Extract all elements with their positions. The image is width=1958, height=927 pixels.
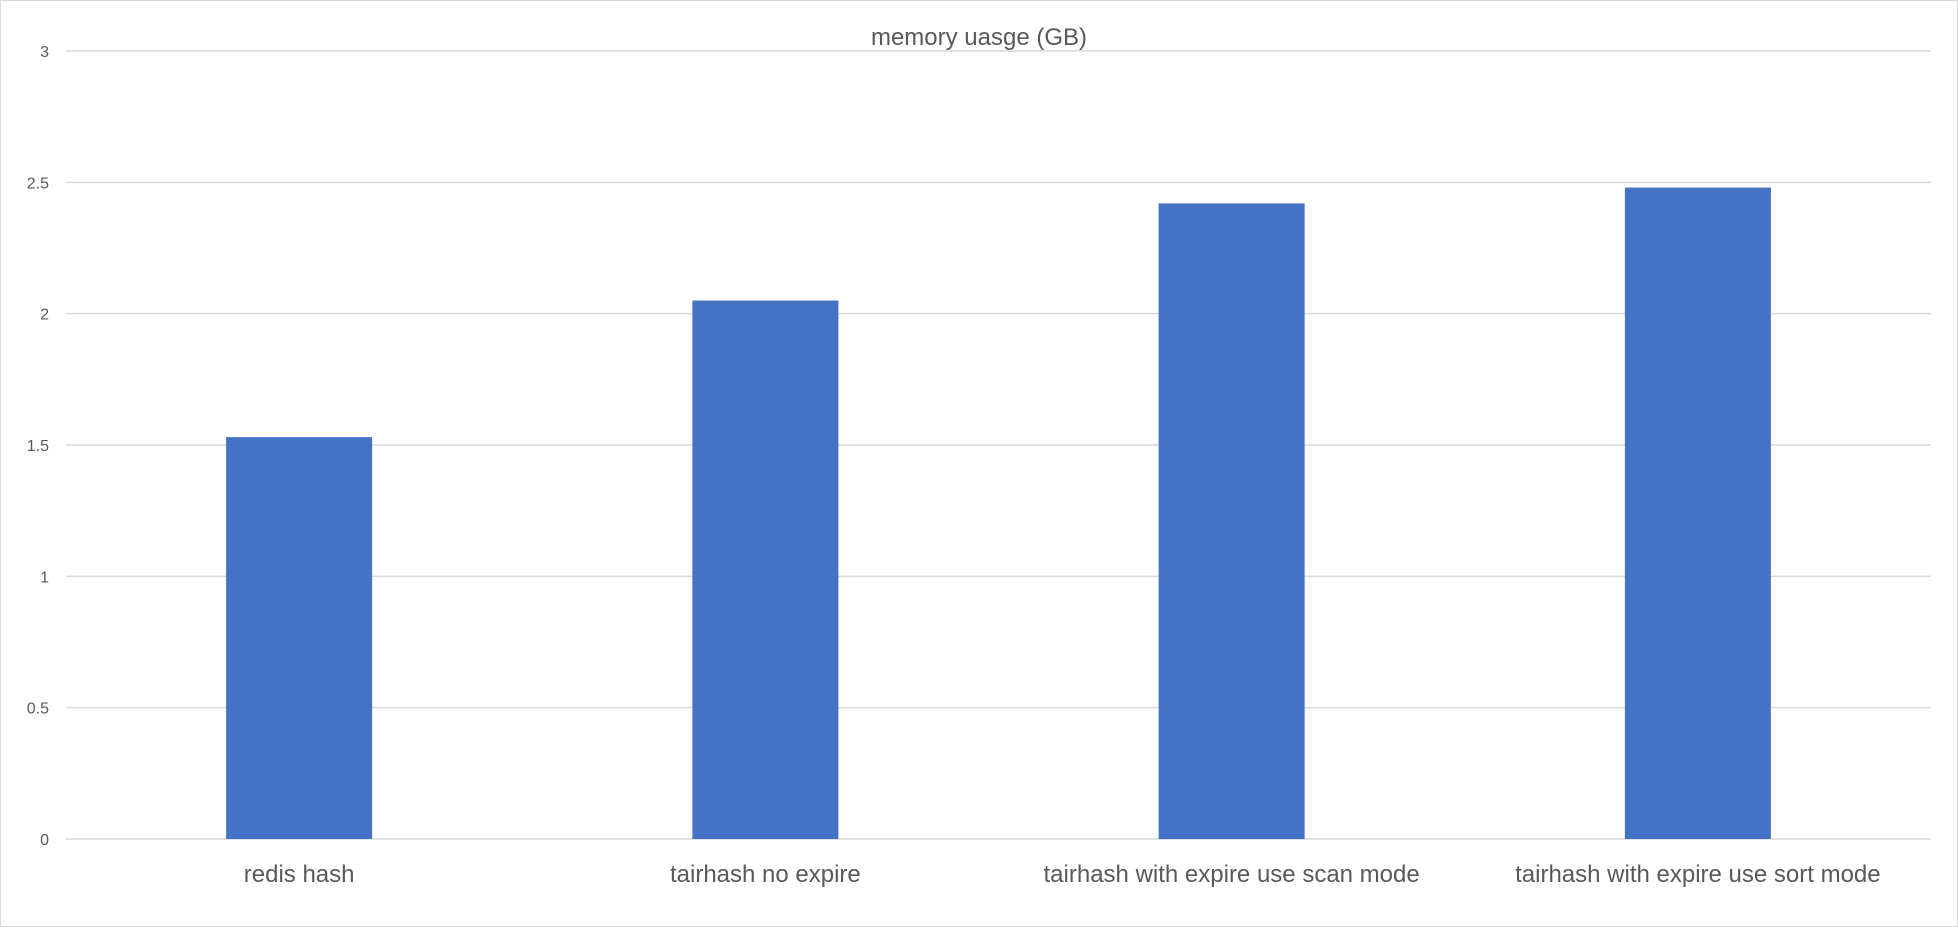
gridlines	[66, 50, 1931, 840]
y-tick-label: 1.5	[27, 438, 49, 455]
y-tick-label: 2.5	[27, 175, 49, 192]
chart-title: memory uasge (GB)	[871, 24, 1087, 51]
y-tick-label: 1	[40, 569, 49, 586]
y-tick-label: 2	[40, 307, 49, 324]
y-tick-label: 0	[40, 832, 49, 849]
x-axis-ticks: redis hash tairhash no expire tairhash wit…	[244, 861, 1881, 888]
bars	[226, 187, 1771, 839]
y-axis-ticks: 0 0.5 1 1.5 2 2.5 3	[27, 44, 49, 849]
x-tick-label: tairhash with expire use sort mode	[1515, 861, 1881, 888]
bar	[692, 300, 839, 839]
x-tick-label: tairhash with expire use scan mode	[1044, 861, 1420, 888]
bar	[226, 437, 373, 839]
x-tick-label: redis hash	[244, 861, 355, 888]
bar	[1158, 203, 1305, 839]
bar	[1624, 187, 1771, 839]
y-tick-label: 0.5	[27, 701, 49, 718]
x-tick-label: tairhash no expire	[670, 861, 861, 888]
y-tick-label: 3	[40, 44, 49, 61]
